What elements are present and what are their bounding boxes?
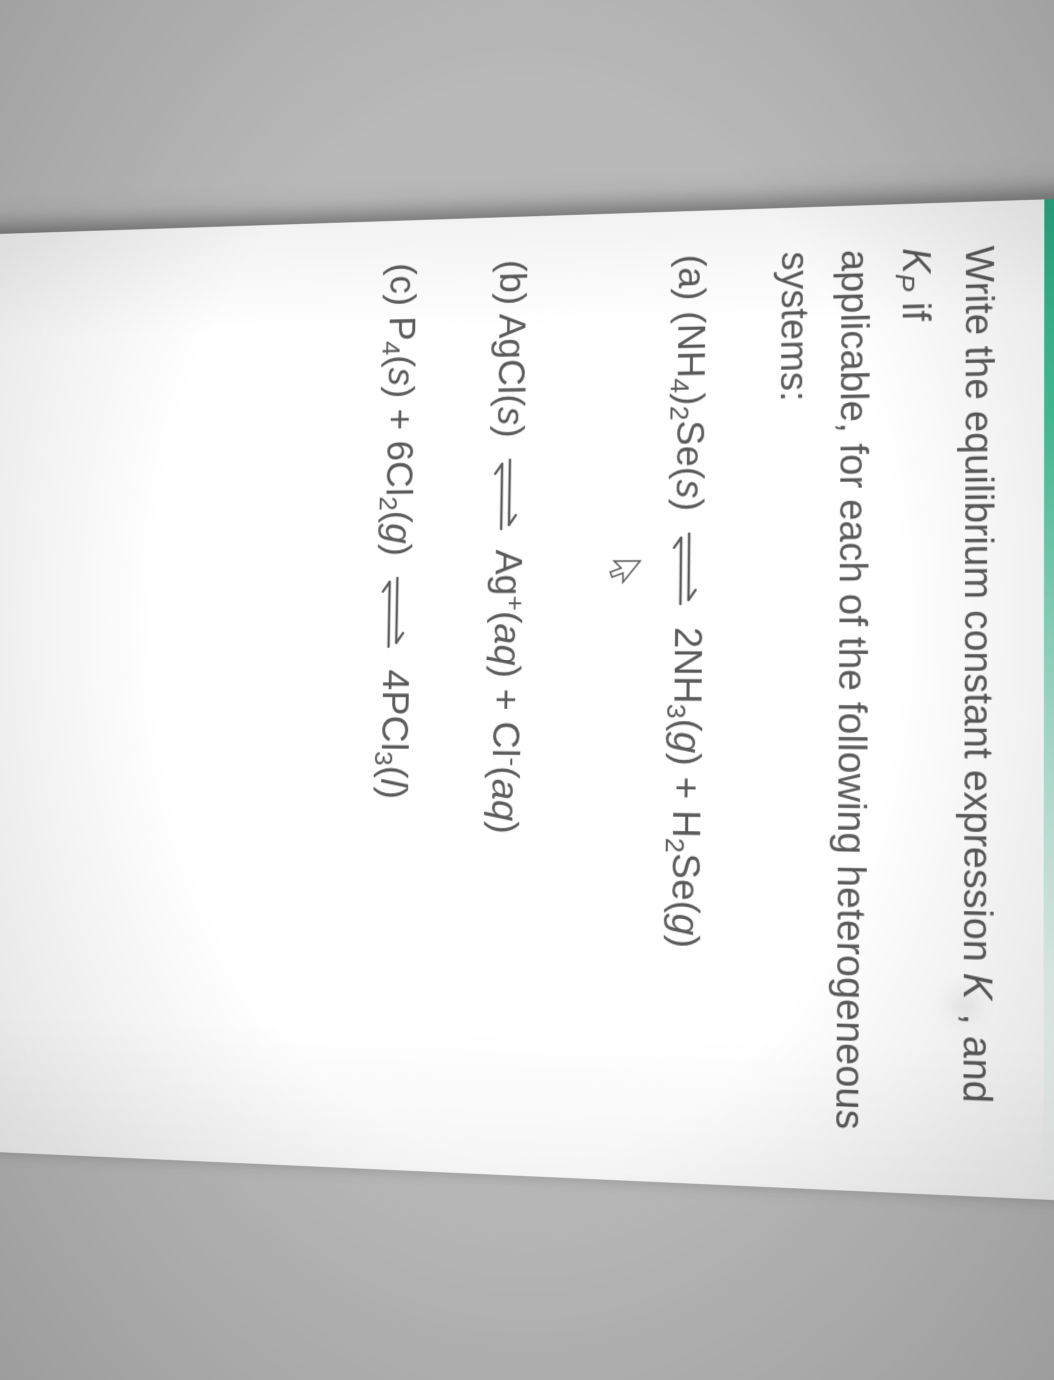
page-sheet: Example 14.5 Write the equilibrium const… bbox=[0, 195, 1054, 1206]
eq-a-lhs3: Se( bbox=[668, 420, 711, 480]
eq-a-rhs1: 2NH bbox=[665, 627, 708, 704]
equilibrium-arrow-icon bbox=[389, 574, 419, 651]
eq-c-lhs1: P bbox=[381, 316, 421, 342]
eq-c-lhs2-state: s bbox=[380, 367, 420, 386]
eq-b-lhs2: ) bbox=[489, 425, 530, 438]
eq-b-rhs4-state: aq bbox=[483, 779, 525, 822]
prompt-text: Write the equilibrium constant expressio… bbox=[756, 245, 1008, 1151]
viewport: Example 14.5 Write the equilibrium const… bbox=[0, 0, 1054, 1380]
eq-a-lhs2: ) bbox=[668, 393, 710, 406]
eq-a-lhs4: ) bbox=[667, 498, 709, 511]
eq-c-lhs3-sub: 2 bbox=[373, 496, 402, 511]
eq-c-lhs5: ) bbox=[377, 544, 417, 557]
eq-a-label: (a) bbox=[670, 254, 712, 301]
eq-c-rhs1-sub: 3 bbox=[369, 751, 398, 766]
eq-c-lhs4-state: g bbox=[377, 523, 417, 544]
eq-a-rhs5: ) bbox=[663, 935, 706, 949]
eq-c-rhs2: ( bbox=[373, 765, 414, 778]
prompt-l1-prefix: Write the equilibrium constant expressio… bbox=[954, 245, 1000, 973]
prompt-l1-suffix: if bbox=[894, 291, 937, 322]
eq-a-lhs2-sub: 2 bbox=[664, 405, 694, 420]
eq-a-lhs3-state: s bbox=[667, 479, 709, 498]
cursor-icon bbox=[590, 558, 649, 584]
content-body: Write the equilibrium constant expressio… bbox=[301, 199, 1044, 1199]
prompt-mid: , and bbox=[954, 1013, 999, 1104]
equation-b: (b) AgCl(s) Ag+(aq) + Cl-(aq) bbox=[469, 259, 540, 1131]
eq-a-rhs4-state: g bbox=[663, 913, 706, 936]
eq-c-label: (c) bbox=[381, 262, 422, 306]
eq-b-lhs1: AgCl( bbox=[489, 313, 531, 407]
eq-b-rhs1-sup: + bbox=[501, 595, 530, 610]
eq-b-rhs5: ) bbox=[483, 821, 524, 834]
eq-c-lhs2: ( bbox=[380, 355, 420, 368]
prompt-line2: applicable, for each of the following he… bbox=[772, 249, 876, 1130]
eq-a-rhs3-sub: 2 bbox=[659, 838, 689, 854]
eq-b-rhs2: ( bbox=[486, 611, 527, 624]
equation-c: (c) P4(s) + 6Cl2(g) 4PCl3(l) bbox=[356, 262, 430, 1126]
eq-b-rhs3: ) + Cl bbox=[484, 665, 526, 757]
eq-a-rhs2: ( bbox=[665, 719, 707, 732]
equilibrium-arrow-icon bbox=[681, 530, 712, 609]
eq-a-rhs1-sub: 3 bbox=[661, 704, 691, 719]
eq-c-lhs3: ) + 6Cl bbox=[378, 386, 420, 497]
eq-c-lhs4: ( bbox=[377, 510, 417, 523]
kc-k: K bbox=[954, 972, 999, 1000]
eq-b-lhs1-state: s bbox=[489, 406, 530, 425]
example-header: Example 14.5 bbox=[1043, 196, 1054, 1204]
cursor-overlay bbox=[583, 554, 650, 1136]
eq-c-rhs1: 4PCl bbox=[373, 669, 415, 751]
eq-a-rhs3: ) + H bbox=[664, 753, 707, 839]
eq-c-rhs3: ) bbox=[372, 786, 413, 799]
eq-b-rhs1: Ag bbox=[486, 549, 528, 595]
equilibrium-arrow-icon bbox=[501, 456, 531, 533]
kp-sub: P bbox=[889, 273, 920, 292]
eq-a-rhs4: Se( bbox=[663, 853, 706, 914]
kp-k: K bbox=[894, 247, 937, 274]
eq-b-label: (b) bbox=[491, 259, 532, 305]
eq-c-lhs1-sub: 4 bbox=[376, 341, 405, 356]
eq-a-lhs1: (NH bbox=[669, 311, 711, 379]
eq-a-lhs1-sub: 4 bbox=[664, 378, 694, 393]
eq-b-rhs4: ( bbox=[484, 766, 525, 779]
eq-b-rhs2-state: aq bbox=[485, 623, 527, 665]
equation-a: (a) (NH4)2Se(s) 2NH3(g) + H2Se(g) bbox=[583, 254, 720, 1139]
eq-a-rhs2-state: g bbox=[665, 731, 707, 753]
